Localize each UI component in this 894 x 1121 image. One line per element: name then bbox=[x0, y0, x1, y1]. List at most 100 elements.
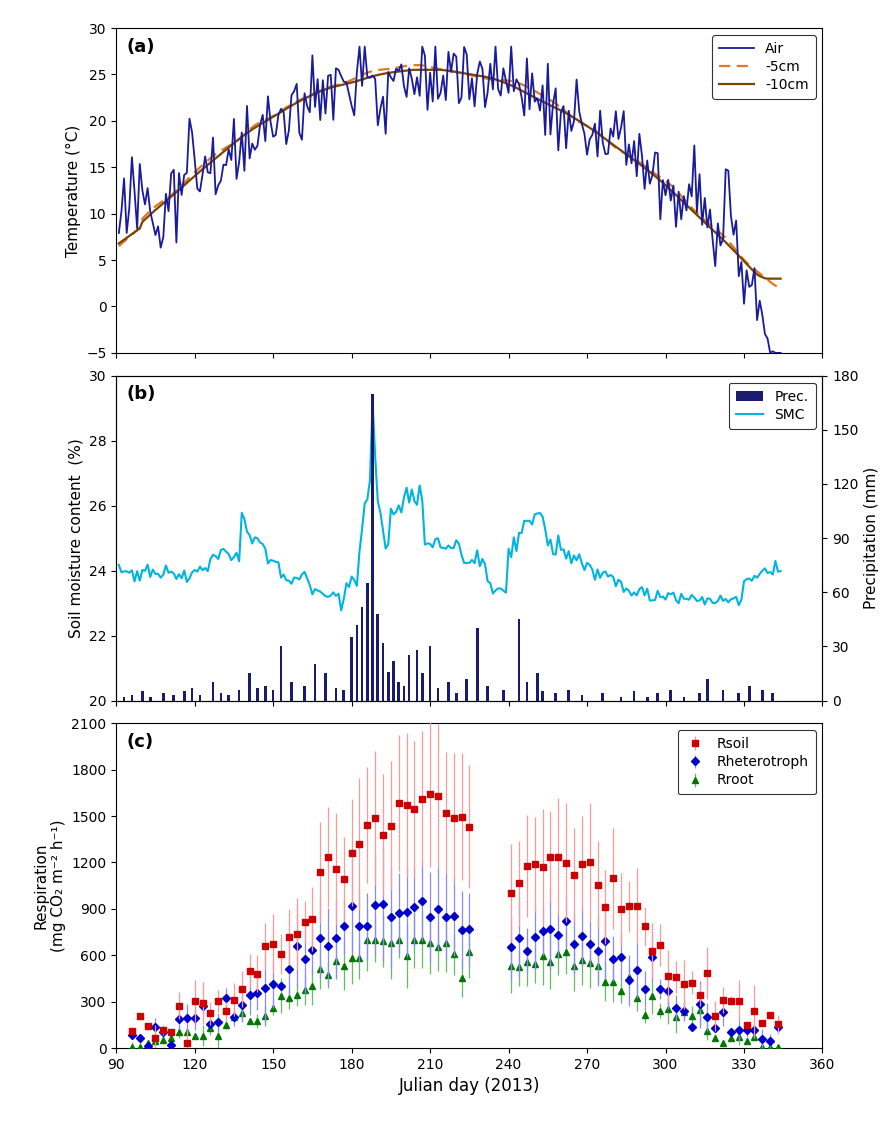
Air bbox=[343, 87, 354, 101]
-5cm bbox=[561, 105, 571, 119]
Line: Air: Air bbox=[119, 47, 780, 353]
-10cm bbox=[343, 76, 354, 90]
-10cm bbox=[453, 66, 464, 80]
Bar bbox=[190, 688, 193, 701]
Bar bbox=[698, 693, 701, 701]
Line: -10cm: -10cm bbox=[119, 70, 780, 279]
X-axis label: Julian day (2013): Julian day (2013) bbox=[399, 1077, 540, 1095]
Bar bbox=[257, 688, 258, 701]
Bar bbox=[264, 686, 266, 701]
Text: (c): (c) bbox=[127, 733, 154, 751]
Air bbox=[354, 40, 365, 54]
-5cm bbox=[114, 240, 124, 253]
Bar bbox=[149, 697, 151, 701]
Bar bbox=[656, 693, 659, 701]
Bar bbox=[162, 693, 164, 701]
Bar bbox=[291, 683, 292, 701]
Bar bbox=[436, 688, 439, 701]
SMC bbox=[775, 564, 786, 577]
Bar bbox=[325, 674, 327, 701]
SMC bbox=[336, 603, 347, 617]
Bar bbox=[366, 583, 368, 701]
Air bbox=[764, 346, 775, 360]
Line: -5cm: -5cm bbox=[119, 65, 780, 287]
Y-axis label: Temperature (°C): Temperature (°C) bbox=[65, 124, 80, 257]
Text: (b): (b) bbox=[127, 386, 156, 404]
Bar bbox=[238, 689, 240, 701]
Bar bbox=[131, 695, 133, 701]
Bar bbox=[408, 656, 410, 701]
Bar bbox=[122, 697, 125, 701]
Bar bbox=[280, 647, 283, 701]
Bar bbox=[198, 695, 201, 701]
Bar bbox=[682, 697, 685, 701]
Text: (a): (a) bbox=[127, 38, 156, 56]
Bar bbox=[486, 686, 489, 701]
Bar bbox=[398, 683, 400, 701]
-10cm bbox=[763, 272, 773, 286]
Bar bbox=[334, 688, 337, 701]
Bar bbox=[580, 695, 583, 701]
SMC bbox=[393, 499, 404, 512]
Y-axis label: Soil moisture content  (%): Soil moisture content (%) bbox=[68, 438, 83, 638]
Bar bbox=[402, 686, 405, 701]
Bar bbox=[536, 674, 539, 701]
Bar bbox=[303, 686, 306, 701]
SMC bbox=[114, 558, 124, 572]
Bar bbox=[772, 693, 774, 701]
Bar bbox=[387, 671, 390, 701]
-10cm bbox=[365, 71, 375, 84]
Bar bbox=[220, 693, 222, 701]
Bar bbox=[173, 695, 175, 701]
Bar bbox=[447, 683, 450, 701]
Bar bbox=[361, 606, 363, 701]
SMC bbox=[346, 569, 357, 583]
-5cm bbox=[775, 280, 786, 294]
Bar bbox=[183, 692, 186, 701]
-10cm bbox=[561, 106, 571, 120]
Bar bbox=[554, 693, 557, 701]
Bar bbox=[466, 679, 468, 701]
Bar bbox=[227, 695, 230, 701]
Legend: Rsoil, Rheterotroph, Rroot: Rsoil, Rheterotroph, Rroot bbox=[678, 730, 815, 795]
Bar bbox=[314, 665, 316, 701]
Bar bbox=[429, 647, 432, 701]
Bar bbox=[476, 629, 478, 701]
Bar bbox=[212, 683, 215, 701]
Bar bbox=[633, 692, 636, 701]
Bar bbox=[356, 624, 358, 701]
Bar bbox=[502, 689, 504, 701]
Bar bbox=[541, 692, 544, 701]
Y-axis label: Respiration
(mg CO₂ m⁻² h⁻¹): Respiration (mg CO₂ m⁻² h⁻¹) bbox=[33, 819, 65, 952]
Bar bbox=[526, 683, 528, 701]
-5cm bbox=[407, 58, 417, 72]
Air bbox=[114, 226, 124, 240]
Bar bbox=[371, 393, 374, 701]
SMC bbox=[367, 395, 378, 408]
Bar bbox=[272, 689, 274, 701]
Bar bbox=[645, 697, 648, 701]
Air bbox=[391, 62, 401, 75]
Air bbox=[367, 68, 378, 82]
Bar bbox=[249, 674, 251, 701]
SMC bbox=[563, 545, 574, 558]
-10cm bbox=[114, 237, 124, 250]
Bar bbox=[141, 692, 144, 701]
Bar bbox=[421, 674, 424, 701]
Air bbox=[453, 96, 464, 110]
Bar bbox=[738, 693, 740, 701]
Bar bbox=[350, 638, 353, 701]
-10cm bbox=[388, 65, 399, 78]
-5cm bbox=[283, 99, 294, 112]
Bar bbox=[670, 689, 672, 701]
Bar bbox=[620, 697, 622, 701]
SMC bbox=[456, 548, 467, 562]
Bar bbox=[706, 679, 709, 701]
Bar bbox=[382, 642, 384, 701]
Y-axis label: Precipitation (mm): Precipitation (mm) bbox=[864, 467, 880, 609]
-10cm bbox=[775, 272, 786, 286]
Bar bbox=[568, 689, 570, 701]
Bar bbox=[376, 614, 379, 701]
Bar bbox=[392, 660, 395, 701]
SMC bbox=[283, 574, 294, 587]
